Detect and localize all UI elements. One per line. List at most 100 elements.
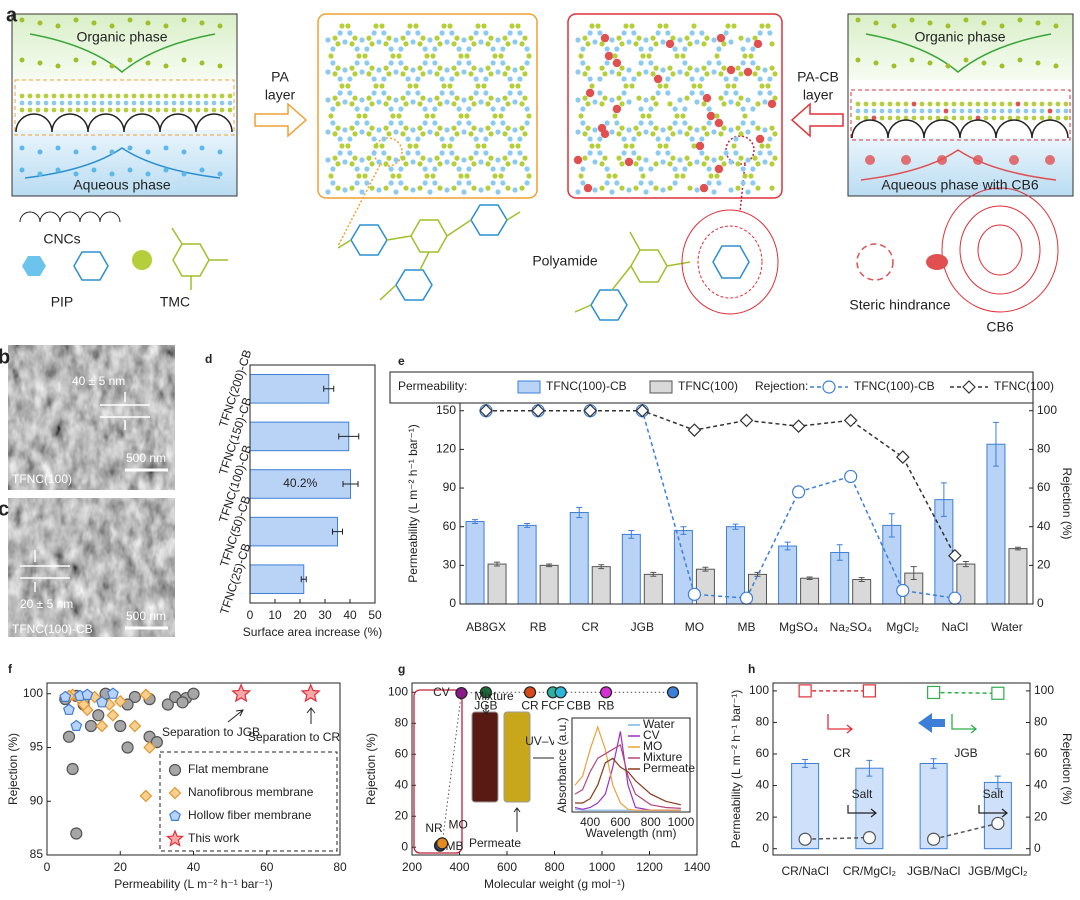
x-tick-label: 1400 [684, 860, 711, 874]
pip-dot [217, 171, 223, 177]
monomer-dot [638, 60, 644, 66]
tmc-dot [1053, 63, 1059, 69]
tmc-dot [127, 17, 133, 23]
tmc-dot [19, 57, 25, 63]
monomer-dot [653, 185, 659, 191]
monomer-dot [410, 127, 416, 133]
monomer-dot [935, 108, 941, 114]
y-tick-label: 100 [388, 684, 408, 698]
monomer-dot [179, 107, 185, 113]
monomer-dot [665, 39, 675, 49]
monomer-dot [701, 65, 707, 71]
thickness-marker [20, 550, 70, 592]
monomer-dot [356, 113, 362, 119]
data-point [635, 403, 650, 418]
monomer-dot [643, 129, 649, 135]
monomer-dot [672, 106, 678, 112]
data-point [791, 485, 806, 499]
monomer-dot [728, 159, 734, 165]
monomer-dot [582, 95, 588, 101]
monomer-dot [522, 95, 528, 101]
monomer-dot [478, 127, 484, 133]
monomer-dot [1039, 101, 1045, 107]
pip-dot [163, 167, 169, 173]
monomer-dot [509, 23, 515, 29]
monomer-dot [371, 136, 377, 142]
monomer-dot [640, 113, 646, 119]
monomer-dot [195, 93, 201, 99]
monomer-dot [352, 35, 358, 41]
monomer-dot [927, 115, 933, 121]
sample-label: TFNC(100)-CB [12, 622, 93, 636]
monomer-dot [653, 41, 659, 47]
x-tick-label: CR [582, 620, 600, 634]
monomer-dot [638, 180, 644, 186]
monomer-dot [337, 90, 343, 96]
monomer-dot [388, 46, 394, 52]
monomer-dot [427, 157, 433, 163]
monomer-dot [447, 83, 453, 89]
x-tick-label: 1200 [636, 860, 663, 874]
monomer-dot [701, 101, 707, 107]
pip-dot [181, 149, 187, 155]
monomer-dot [107, 100, 113, 106]
monomer-dot [393, 69, 399, 75]
monomer-dot [614, 120, 620, 126]
monomer-dot [139, 93, 145, 99]
monomer-dot [349, 101, 355, 107]
pip-dot [37, 149, 43, 155]
monomer-dot [512, 67, 518, 73]
monomer-dot [347, 90, 353, 96]
monomer-dot [706, 166, 712, 172]
monomer-dot [716, 46, 722, 52]
monomer-dot [704, 71, 710, 77]
monomer-dot [580, 46, 586, 52]
tmc-dot [145, 60, 151, 66]
monomer-dot [524, 46, 530, 52]
monomer-dot [139, 100, 145, 106]
series-line [574, 743, 681, 809]
data-point [187, 687, 200, 700]
monomer-dot [903, 115, 909, 121]
monomer-dot [456, 166, 462, 172]
monomer-dot [616, 131, 622, 137]
monomer-dot [629, 143, 635, 149]
monomer-dot [383, 125, 389, 131]
monomer-dot [454, 95, 460, 101]
monomer-dot [755, 101, 761, 107]
monomer-dot [1063, 115, 1069, 121]
y-tick-label: 95 [30, 740, 44, 754]
monomer-dot [458, 113, 464, 119]
series-label: JGB [954, 746, 977, 760]
monomer-dot [512, 99, 518, 105]
series-line [575, 757, 682, 806]
monomer-dot [524, 180, 530, 186]
monomer-dot [575, 97, 581, 103]
monomer-dot [466, 60, 472, 66]
monomer-dot [386, 155, 392, 161]
legend-label: This work [188, 831, 240, 845]
monomer-dot [580, 60, 586, 66]
tmc-dot [909, 57, 915, 63]
diffusion-arrow [865, 33, 1052, 73]
error-bar [300, 576, 307, 583]
data-point [92, 709, 105, 722]
tmc-dot [73, 57, 79, 63]
monomer-dot [1031, 115, 1037, 121]
pip-dot [55, 145, 61, 151]
monomer-dot [398, 180, 404, 186]
monomer-dot [502, 35, 508, 41]
monomer-dot [468, 71, 474, 77]
monomer-dot [706, 120, 712, 126]
monomer-dot [657, 143, 663, 149]
monomer-dot [471, 65, 477, 71]
monomer-dot [386, 35, 392, 41]
y-tick-label: 60 [395, 746, 409, 760]
monomer-dot [461, 69, 467, 75]
monomer-dot [473, 30, 479, 36]
monomer-dot [731, 23, 737, 29]
monomer-dot [388, 106, 394, 112]
y-tick-label: 0 [449, 596, 456, 610]
pip-dot [199, 167, 205, 173]
monomer-dot [123, 93, 129, 99]
